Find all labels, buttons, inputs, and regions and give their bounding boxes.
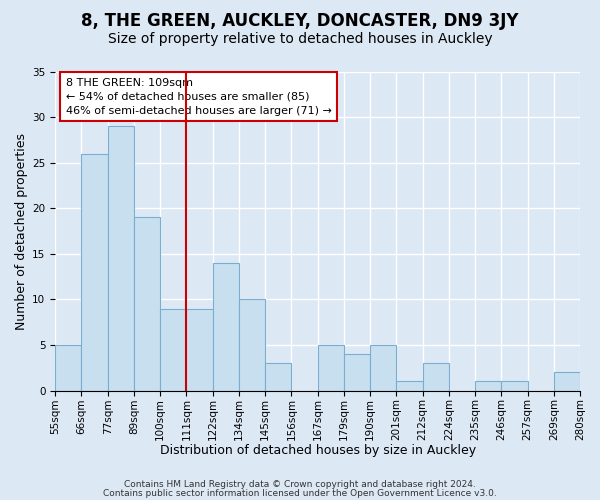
Bar — [187, 308, 212, 390]
Bar — [134, 218, 160, 390]
Bar — [344, 354, 370, 391]
Y-axis label: Number of detached properties: Number of detached properties — [15, 132, 28, 330]
Text: 8 THE GREEN: 109sqm
← 54% of detached houses are smaller (85)
46% of semi-detach: 8 THE GREEN: 109sqm ← 54% of detached ho… — [65, 78, 332, 116]
Bar — [212, 263, 239, 390]
Bar — [82, 154, 107, 390]
Text: Size of property relative to detached houses in Auckley: Size of property relative to detached ho… — [107, 32, 493, 46]
Bar — [239, 300, 265, 390]
Bar — [160, 308, 187, 390]
Bar — [396, 382, 422, 390]
Bar — [107, 126, 134, 390]
Text: 8, THE GREEN, AUCKLEY, DONCASTER, DN9 3JY: 8, THE GREEN, AUCKLEY, DONCASTER, DN9 3J… — [81, 12, 519, 30]
Text: Contains public sector information licensed under the Open Government Licence v3: Contains public sector information licen… — [103, 488, 497, 498]
Bar — [370, 345, 396, 391]
X-axis label: Distribution of detached houses by size in Auckley: Distribution of detached houses by size … — [160, 444, 476, 458]
Text: Contains HM Land Registry data © Crown copyright and database right 2024.: Contains HM Land Registry data © Crown c… — [124, 480, 476, 489]
Bar — [554, 372, 580, 390]
Bar — [422, 363, 449, 390]
Bar — [475, 382, 501, 390]
Bar — [265, 363, 292, 390]
Bar — [55, 345, 82, 391]
Bar — [317, 345, 344, 391]
Bar — [501, 382, 527, 390]
